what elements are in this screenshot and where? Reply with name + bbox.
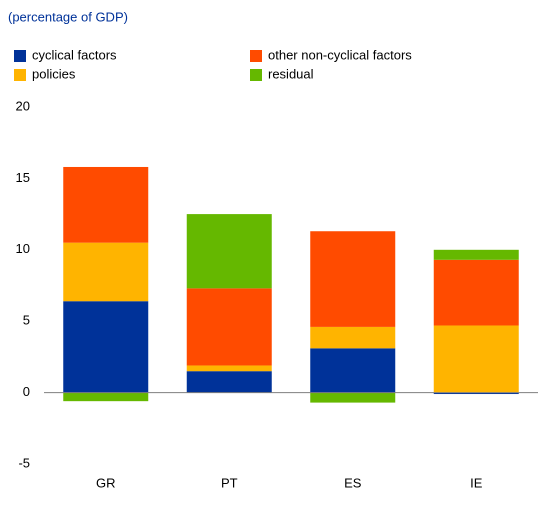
bar-segment xyxy=(186,214,272,289)
bar-segment xyxy=(433,259,519,326)
y-tick-label: 15 xyxy=(16,170,30,185)
y-tick-label: 10 xyxy=(16,241,30,256)
chart-title: (percentage of GDP) xyxy=(8,9,128,24)
x-tick-label: ES xyxy=(344,475,362,490)
x-tick-label: GR xyxy=(96,475,116,490)
y-tick-label: 5 xyxy=(23,313,30,328)
bar-segment xyxy=(310,348,396,393)
legend-swatch xyxy=(250,69,262,81)
bar-segment xyxy=(433,249,519,260)
legend-swatch xyxy=(14,50,26,62)
bar-segment xyxy=(63,242,149,302)
y-tick-label: 20 xyxy=(16,98,30,113)
y-tick-label: -5 xyxy=(18,455,30,470)
legend-label: residual xyxy=(268,66,314,81)
bar-segment xyxy=(310,326,396,349)
legend-swatch xyxy=(14,69,26,81)
bar-segment xyxy=(310,392,396,403)
legend-swatch xyxy=(250,50,262,62)
bar-segment xyxy=(63,392,149,402)
bar-segment xyxy=(186,288,272,366)
legend-label: policies xyxy=(32,66,76,81)
y-tick-label: 0 xyxy=(23,384,30,399)
bar-segment xyxy=(63,301,149,393)
x-tick-label: PT xyxy=(221,475,238,490)
x-tick-label: IE xyxy=(470,475,483,490)
bar-segment xyxy=(310,231,396,327)
bar-segment xyxy=(186,371,272,393)
legend-label: other non-cyclical factors xyxy=(268,47,412,62)
bar-segment xyxy=(63,166,149,243)
bar-segment xyxy=(433,392,519,395)
bar-segment xyxy=(433,325,519,393)
legend-label: cyclical factors xyxy=(32,47,117,62)
bar-segment xyxy=(186,365,272,372)
